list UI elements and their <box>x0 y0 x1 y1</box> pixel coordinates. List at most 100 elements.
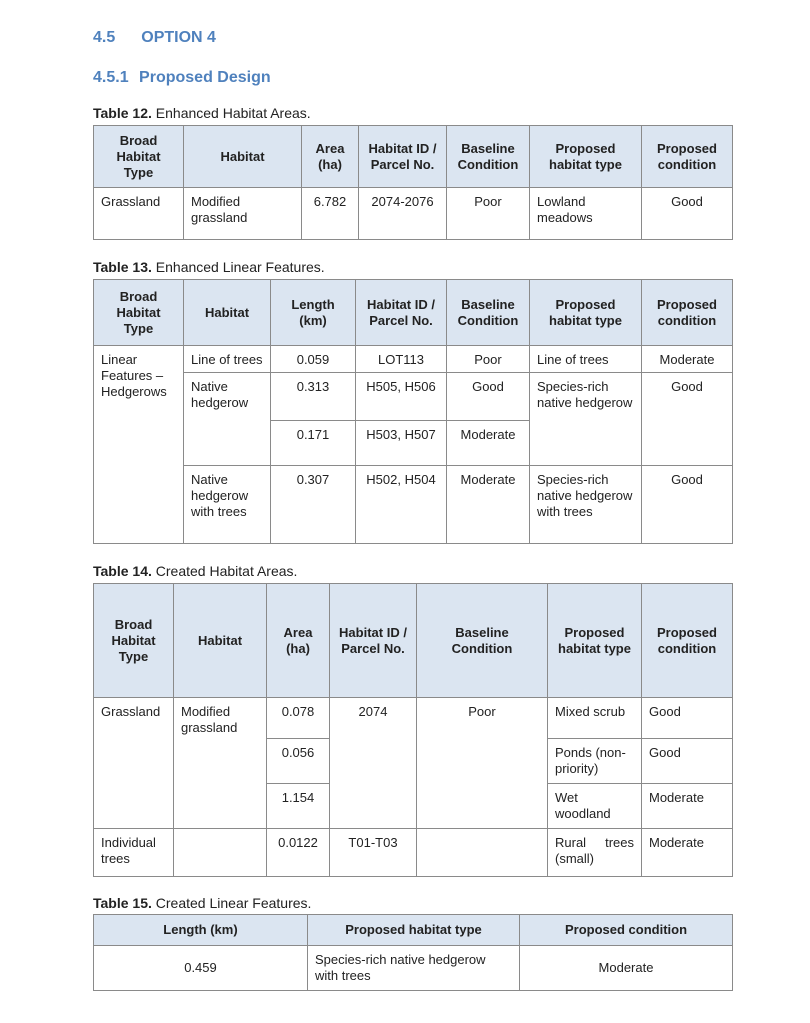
table-row: 1.154 Wet woodland Moderate <box>94 783 733 829</box>
header-cell: Proposed habitat type <box>547 583 642 698</box>
cell: Ponds (non-priority) <box>547 738 642 784</box>
cell: 1.154 <box>266 783 330 829</box>
cell: Grassland <box>93 697 174 829</box>
header-cell: Proposed condition <box>641 279 733 346</box>
cell: Native hedgerow <box>183 372 271 466</box>
cell: H505, H506 <box>355 372 447 421</box>
cell: LOT113 <box>355 345 447 373</box>
cell: Good <box>641 697 733 739</box>
cell: Moderate <box>641 828 733 877</box>
cell: 2074 <box>329 697 417 829</box>
table-header-row: Broad Habitat Type Habitat Area (ha) Habita… <box>93 125 733 188</box>
cell: 0.078 <box>266 697 330 739</box>
caption-label: Table 15. <box>93 895 152 911</box>
cell: Good <box>641 187 733 240</box>
header-cell: Habitat <box>183 279 271 346</box>
cell: Modified grassland <box>183 187 302 240</box>
cell: Lowland meadows <box>529 187 642 240</box>
header-cell: Proposed habitat type <box>307 914 520 946</box>
table-row: Grassland Modified grassland 0.078 2074 Po… <box>93 697 733 829</box>
cell: T01-T03 <box>329 828 417 877</box>
cell: Line of trees <box>183 345 271 373</box>
header-cell: Proposed condition <box>641 583 733 698</box>
section-heading: 4.5 OPTION 4 <box>93 29 216 47</box>
cell: Linear Features – Hedgerows <box>93 345 184 544</box>
caption-title: Created Linear Features. <box>155 895 312 911</box>
cell: Moderate <box>641 345 733 373</box>
cell: Poor <box>446 345 530 373</box>
cell: Good <box>641 465 733 544</box>
cell: 6.782 <box>301 187 359 240</box>
cell: 2074-2076 <box>358 187 447 240</box>
cell: Rural trees (small) <box>547 828 642 877</box>
section-number: 4.5 <box>93 29 116 46</box>
cell: H502, H504 <box>355 465 447 544</box>
header-cell: Proposed condition <box>519 914 733 946</box>
cell: Good <box>641 738 733 784</box>
subsection-title: Proposed Design <box>139 69 271 86</box>
section-title: OPTION 4 <box>141 29 216 46</box>
cell: Grassland <box>93 187 184 240</box>
table-row: 0.056 Ponds (non-priority) Good <box>94 738 733 784</box>
header-cell: Length (km) <box>270 279 356 346</box>
cell <box>416 828 548 877</box>
header-cell: Habitat <box>173 583 267 698</box>
cell: Native hedgerow with trees <box>183 465 271 544</box>
caption-label: Table 14. <box>93 563 152 579</box>
cell: 0.059 <box>270 345 356 373</box>
header-cell: Broad Habitat Type <box>93 125 184 188</box>
cell: Species-rich native hedgerow with trees <box>529 465 642 544</box>
header-cell: Area (ha) <box>301 125 359 188</box>
cell: 0.171 <box>270 420 356 466</box>
caption-title: Enhanced Linear Features. <box>155 259 325 275</box>
header-cell: Broad Habitat Type <box>93 583 174 698</box>
table-13-caption: Table 13. Enhanced Linear Features. <box>93 259 325 275</box>
table-header-row: Broad Habitat Type Habitat Area (ha) Habita… <box>93 583 733 698</box>
subsection-number: 4.5.1 <box>93 69 129 86</box>
table-12: Broad Habitat Type Habitat Area (ha) Habita… <box>93 125 733 240</box>
table-row: 0.459 Species-rich native hedgerow with t… <box>93 945 733 991</box>
cell: H503, H507 <box>355 420 447 466</box>
header-cell: Broad Habitat Type <box>93 279 184 346</box>
caption-label: Table 12. <box>93 105 152 121</box>
subsection-heading: 4.5.1 Proposed Design <box>93 69 271 87</box>
caption-title: Enhanced Habitat Areas. <box>155 105 311 121</box>
header-cell: Proposed habitat type <box>529 279 642 346</box>
table-14: Broad Habitat Type Habitat Area (ha) Habita… <box>93 583 733 877</box>
cell: Poor <box>446 187 530 240</box>
table-row: Grassland Modified grassland 6.782 2074-207… <box>93 187 733 240</box>
caption-label: Table 13. <box>93 259 152 275</box>
cell: Mixed scrub <box>547 697 642 739</box>
cell: Modified grassland <box>173 697 267 829</box>
cell: Wet woodland <box>547 783 642 829</box>
cell: 0.307 <box>270 465 356 544</box>
table-15: Length (km) Proposed habitat type Proposed… <box>93 914 733 991</box>
table-row: Native hedgerow 0.313 H505, H506 Good Specie… <box>94 372 733 466</box>
table-row: Linear Features – Hedgerows Line of tree… <box>93 345 733 544</box>
header-cell: Habitat ID / Parcel No. <box>355 279 447 346</box>
table-12-caption: Table 12. Enhanced Habitat Areas. <box>93 105 311 121</box>
cell: Good <box>446 372 530 421</box>
cell: 0.313 <box>270 372 356 421</box>
header-cell: Proposed condition <box>641 125 733 188</box>
header-cell: Baseline Condition <box>446 125 530 188</box>
cell: Species-rich native hedgerow with trees <box>307 945 520 991</box>
cell: 0.0122 <box>266 828 330 877</box>
cell: 0.459 <box>93 945 308 991</box>
header-cell: Proposed habitat type <box>529 125 642 188</box>
header-cell: Area (ha) <box>266 583 330 698</box>
table-15-caption: Table 15. Created Linear Features. <box>93 895 311 911</box>
header-cell: Habitat ID / Parcel No. <box>358 125 447 188</box>
cell: Moderate <box>446 420 530 466</box>
table-header-row: Length (km) Proposed habitat type Proposed… <box>93 914 733 946</box>
table-row: Native hedgerow with trees 0.307 H502, H50… <box>94 465 733 544</box>
caption-title: Created Habitat Areas. <box>155 563 298 579</box>
cell: Moderate <box>641 783 733 829</box>
cell: Line of trees <box>529 345 642 373</box>
cell: Moderate <box>519 945 733 991</box>
header-cell: Habitat <box>183 125 302 188</box>
table-14-caption: Table 14. Created Habitat Areas. <box>93 563 297 579</box>
header-cell: Baseline Condition <box>446 279 530 346</box>
cell <box>173 828 267 877</box>
cell: Species-rich native hedgerow <box>529 372 642 466</box>
